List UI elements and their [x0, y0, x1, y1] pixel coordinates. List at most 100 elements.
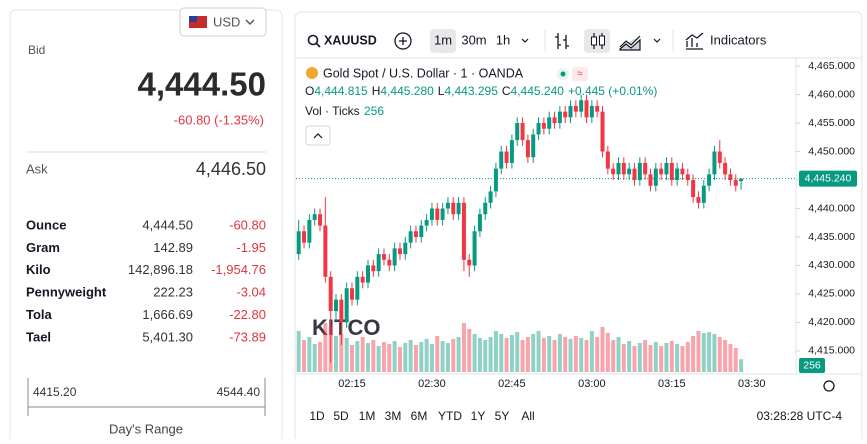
indicators[interactable]: Indicators [710, 32, 767, 47]
candle-body [413, 231, 418, 237]
collapse-button[interactable] [305, 125, 331, 146]
volume-bar [381, 342, 386, 372]
candle-body [595, 105, 600, 112]
candle-body [387, 259, 392, 266]
symbol[interactable]: XAUUSD [324, 33, 377, 47]
range-button[interactable]: 1D [309, 409, 325, 423]
status [572, 67, 588, 81]
candle-body [334, 299, 339, 312]
search-icon [315, 42, 321, 48]
volume-bar [424, 339, 429, 372]
range-button[interactable]: All [521, 409, 534, 423]
unit-price: 222.23 [153, 285, 193, 300]
volume-bar [392, 341, 397, 372]
range-button[interactable]: 5Y [495, 409, 510, 423]
range-buttons: 1D 5D 1M 3M 6M YTD 1Y 5Y All [309, 409, 534, 423]
candle-body [584, 100, 589, 118]
volume-bar [589, 331, 594, 372]
volume-bar [515, 332, 520, 372]
candle-body [435, 208, 440, 220]
volume-bar [632, 346, 637, 372]
volume-tag-label: 256 [803, 359, 821, 371]
volume-bar [334, 336, 339, 372]
candle-body [408, 231, 413, 243]
candle-body [472, 231, 477, 266]
unit-name: Pennyweight [26, 285, 107, 300]
candle-body [717, 151, 722, 163]
volume-bar [456, 337, 461, 372]
chevron[interactable] [653, 38, 661, 43]
area-icon[interactable] [619, 35, 641, 51]
volume-bar [365, 343, 370, 372]
range-button[interactable]: 6M [411, 409, 428, 423]
interval[interactable]: 30m [461, 32, 486, 47]
unit-change: -1,954.76 [211, 262, 266, 277]
volume-bar [360, 337, 365, 372]
volume-bar [648, 345, 653, 372]
intervals: 1m 30m 1h [434, 32, 510, 47]
volume-bar [616, 337, 621, 372]
volume-bar [445, 343, 450, 372]
compare-button[interactable] [394, 32, 412, 50]
range-button[interactable]: YTD [438, 409, 462, 423]
volume-bar [488, 337, 493, 372]
candle-body [445, 202, 450, 209]
candle-body [611, 168, 616, 175]
volume-bar [509, 335, 514, 372]
candle-body [424, 219, 429, 226]
candle-body [557, 111, 562, 124]
candle-body [728, 174, 733, 181]
candle-body [307, 219, 312, 243]
volume-bar [504, 338, 509, 372]
volume-bar [397, 347, 402, 372]
volume-bar [723, 340, 728, 372]
candle-body [456, 202, 461, 215]
range-button[interactable]: 1Y [471, 409, 486, 423]
candle-body [381, 254, 386, 260]
candle-body [680, 168, 685, 175]
ohlc-value: 4,445.280 [380, 84, 434, 98]
range-button[interactable]: 1M [359, 409, 376, 423]
chart-title: Gold Spot / U.S. Dollar · 1 · OANDA [323, 66, 524, 80]
volume-bar [477, 338, 482, 372]
bars-icon[interactable] [555, 33, 569, 49]
unit-name: Kilo [26, 262, 51, 277]
volume-bar [419, 342, 424, 372]
candle-body [701, 185, 706, 203]
candle-body [520, 123, 525, 141]
volume-bar [563, 337, 568, 372]
indicators-icon [685, 32, 704, 50]
volume-bar [408, 340, 413, 372]
x-tick-label: 03:00 [578, 378, 606, 390]
candle-body [739, 178, 744, 182]
unit-price: 142,896.18 [128, 262, 193, 277]
range-button[interactable]: 5D [333, 409, 349, 423]
candle-body [509, 140, 514, 163]
unit-table: Ounce 4,444.50 -60.80 Gram 142.89 -1.95 Kilo 14… [26, 217, 266, 344]
volume-value: 256 [364, 104, 384, 118]
candle-body [312, 214, 317, 220]
volume-bar [541, 338, 546, 372]
range-button[interactable]: 3M [385, 409, 402, 423]
chevron[interactable] [521, 38, 529, 43]
volume-bar [376, 346, 381, 372]
x-tick-label: 02:45 [498, 378, 526, 390]
interval[interactable]: 1m [434, 32, 452, 47]
volume-bar [435, 336, 440, 372]
candle-body [531, 134, 536, 158]
bid-price: 4,444.50 [138, 66, 266, 103]
candle-body [493, 168, 498, 192]
currency-select[interactable] [179, 7, 267, 37]
plus [399, 37, 407, 45]
candle-body [552, 117, 557, 124]
unit-name: Ounce [26, 217, 66, 232]
ohlc-key: H [372, 84, 381, 98]
interval[interactable]: 1h [496, 32, 510, 47]
candle-body [339, 299, 344, 323]
volume-bar [680, 346, 685, 372]
unit-name: Tael [26, 329, 51, 344]
y-tick-label: 4,430.000 [808, 259, 855, 271]
unit-price: 1,666.69 [142, 307, 193, 322]
settings-icon[interactable] [823, 380, 835, 392]
candle-body [515, 123, 520, 141]
